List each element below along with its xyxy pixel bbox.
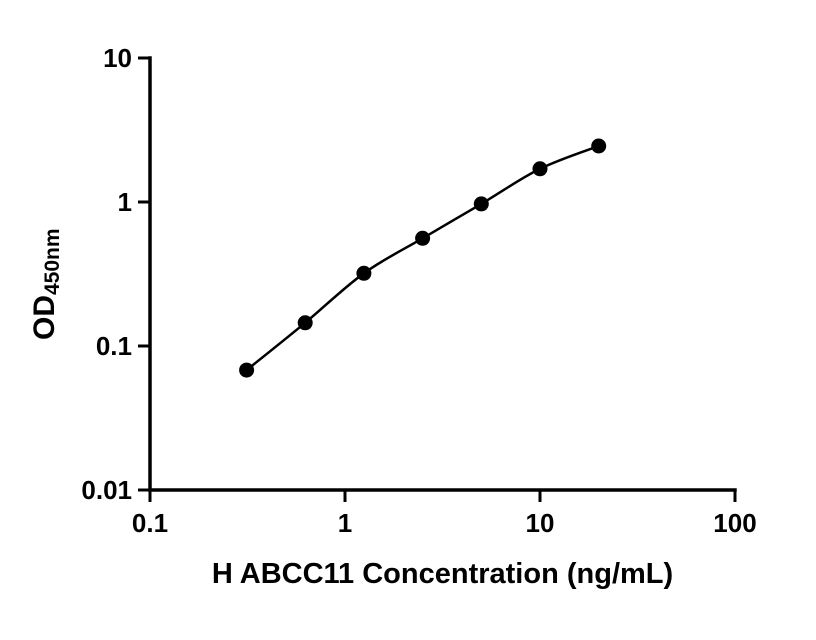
data-point (473, 196, 489, 212)
data-point (591, 138, 607, 154)
y-axis-tick-label: 0.1 (96, 331, 132, 361)
y-axis-title-subscript: 450nm (41, 228, 64, 295)
x-axis-tick-label: 100 (713, 508, 756, 538)
data-point (415, 230, 431, 246)
axis-lines (148, 56, 737, 492)
x-axis-title: H ABCC11 Concentration (ng/mL) (211, 558, 674, 590)
data-point (239, 362, 255, 378)
x-axis-tick-label: 1 (338, 508, 352, 538)
y-axis-tick-label: 1 (118, 187, 132, 217)
y-axis-title-main: OD (28, 295, 61, 340)
y-axis-title: OD450nm (28, 228, 64, 340)
data-point (356, 265, 372, 281)
x-axis-tick-label: 0.1 (132, 508, 168, 538)
data-point (532, 161, 548, 177)
y-axis-tick-label: 10 (103, 43, 132, 73)
y-axis-tick-label: 0.01 (81, 475, 132, 505)
fit-curve (245, 144, 600, 372)
data-point (297, 315, 313, 331)
x-axis-tick-label: 10 (526, 508, 555, 538)
